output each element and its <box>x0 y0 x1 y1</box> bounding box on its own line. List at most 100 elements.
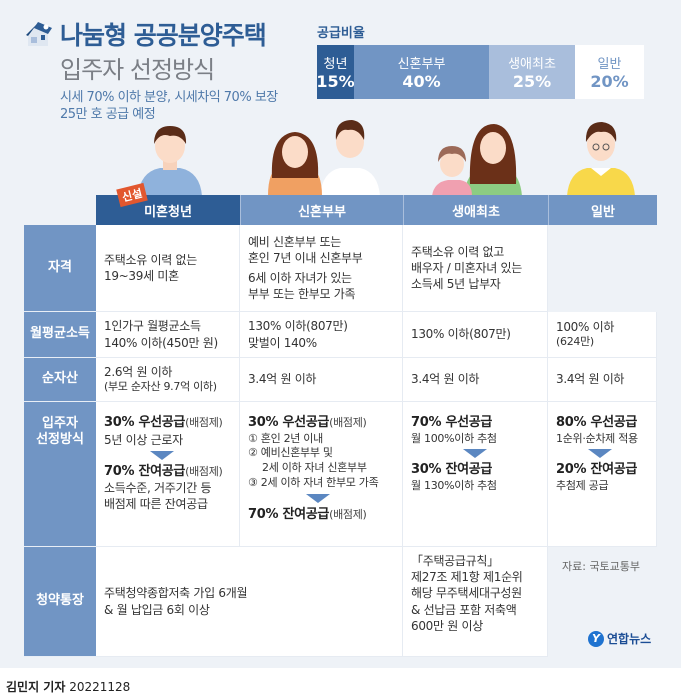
author: 김민지 기자 <box>6 680 66 694</box>
row-header-eligibility: 자격 <box>24 225 96 312</box>
ratio-segment-pct: 15% <box>316 72 355 91</box>
remaining-supply-label: 20% 잔여공급 <box>556 462 638 478</box>
row-header-assets: 순자산 <box>24 358 96 402</box>
cell-line: 혼인 7년 이내 신혼부부 <box>248 250 363 265</box>
priority-supply-label: 70% 우선공급 <box>411 415 493 430</box>
row-header-subscription: 청약통장 <box>24 547 96 657</box>
row-header-label: 자격 <box>48 259 72 275</box>
supply-ratio-bar: 청년 15% 신혼부부 40% 생애최초 25% 일반 20% <box>316 45 644 99</box>
ratio-segment-pct: 40% <box>402 72 441 91</box>
date: 20221128 <box>69 680 131 694</box>
cell-line: 6세 이하 자녀가 있는 <box>248 271 352 285</box>
subscription-youth-newlywed-cell: 주택청약종합저축 가입 6개월 & 월 납입금 6회 이상 <box>96 547 403 657</box>
cell-line: 제27조 제1항 제1순위 <box>411 570 523 585</box>
eligibility-single-youth-cell: 주택소유 이력 없는 19~39세 미혼 <box>96 225 240 312</box>
remaining-supply-label: 70% 잔여공급 <box>104 463 186 479</box>
assets-newlywed-cell: 3.4억 원 이하 <box>240 358 403 402</box>
house-icon <box>26 22 52 46</box>
ratio-segment-name: 신혼부부 <box>397 57 446 72</box>
cell-line: 19~39세 미혼 <box>104 269 179 283</box>
selection-general-cell: 80% 우선공급 1순위·순차제 적용 20% 잔여공급 추첨제 공급 <box>548 402 657 547</box>
selection-single-youth-cell: 30% 우선공급(배점제) 5년 이상 근로자 70% 잔여공급(배점제) 소득… <box>96 402 240 547</box>
assets-single-youth-cell: 2.6억 원 이하 (부모 순자산 9.7억 이하) <box>96 358 240 402</box>
yonhap-logo: Y 연합뉴스 <box>588 630 651 647</box>
ratio-segment-name: 일반 <box>597 57 622 72</box>
row-header-label: 월평균소득 <box>30 326 90 342</box>
general-applicant-illustration-icon <box>567 122 635 196</box>
cell-line: 3.4억 원 이하 <box>411 372 480 387</box>
ratio-segment-name: 청년 <box>323 57 348 72</box>
down-arrow-icon <box>306 493 330 503</box>
cell-line: 소득세 5년 납부자 <box>411 277 501 292</box>
ratio-segment-youth: 청년 15% <box>316 45 355 99</box>
cell-line: 130% 이하(807만) <box>248 319 348 334</box>
row-header-selection: 입주자 선정방식 <box>24 402 96 547</box>
cell-line: 130% 이하(807만) <box>411 327 511 342</box>
priority-supply-method: (배점제) <box>329 416 367 429</box>
cell-line: 140% 이하(450만 원) <box>104 335 218 350</box>
source-credit: 자료: 국토교통부 <box>562 560 641 573</box>
ratio-segment-first-time: 생애최초 25% <box>489 45 575 99</box>
remaining-supply-method: (배점제) <box>329 507 367 521</box>
cell-line: 600만 원 이상 <box>411 618 483 633</box>
cell-line: 100% 이하 <box>556 319 615 334</box>
priority-supply-label: 30% 우선공급 <box>248 415 330 430</box>
down-arrow-icon <box>588 449 612 459</box>
cell-line: (부모 순자산 9.7억 이하) <box>104 380 217 394</box>
cell-line: 「주택공급규칙」 <box>411 554 499 568</box>
row-header-label: 입주자 <box>42 416 78 431</box>
ratio-segment-general: 일반 20% <box>575 45 644 99</box>
remaining-supply-label: 70% 잔여공급 <box>248 506 330 522</box>
cell-line: 배우자 / 미혼자녀 있는 <box>411 260 522 275</box>
byline: 김민지 기자 20221128 <box>6 678 130 695</box>
column-header-single-youth: 미혼청년 <box>96 195 240 225</box>
column-header-newlywed: 신혼부부 <box>240 195 403 225</box>
down-arrow-icon <box>150 450 174 460</box>
cell-line: & 선납금 포함 저축액 <box>411 602 517 617</box>
row-header-label: 순자산 <box>42 371 78 387</box>
newlywed-couple-illustration-icon <box>268 120 380 196</box>
eligibility-first-time-cell: 주택소유 이력 없고 배우자 / 미혼자녀 있는 소득세 5년 납부자 <box>403 225 548 312</box>
cell-line: 1순위·순차제 적용 <box>556 431 638 445</box>
first-time-family-illustration-icon <box>432 124 522 196</box>
cell-line: ① 혼인 2년 이내 <box>248 431 323 445</box>
ratio-segment-pct: 20% <box>590 72 629 91</box>
yonhap-logo-icon: Y <box>588 630 604 647</box>
cell-line: 2세 이하 자녀 신혼부부 <box>262 461 367 475</box>
cell-line: 5년 이상 근로자 <box>104 432 183 447</box>
income-general-cell: 100% 이하 (624만) <box>548 312 657 358</box>
row-header-label: 선정방식 <box>36 432 84 448</box>
description-line-2: 25만 호 공급 예정 <box>60 107 156 122</box>
assets-general-cell: 3.4억 원 이하 <box>548 358 657 402</box>
cell-line: 예비 신혼부부 또는 <box>248 234 341 249</box>
page-subtitle: 입주자 선정방식 <box>60 56 215 84</box>
cell-line: (624만) <box>556 335 594 349</box>
priority-supply-method: (배점제) <box>185 416 223 429</box>
ratio-segment-newlywed: 신혼부부 40% <box>354 45 489 99</box>
priority-supply-label: 80% 우선공급 <box>556 415 638 430</box>
priority-supply-label: 30% 우선공급 <box>104 415 186 430</box>
eligibility-newlywed-cell: 예비 신혼부부 또는 혼인 7년 이내 신혼부부 6세 이하 자녀가 있는 부부… <box>240 225 403 312</box>
cell-line: 추첨제 공급 <box>556 478 609 492</box>
income-first-time-cell: 130% 이하(807만) <box>403 312 548 358</box>
page-title: 나눔형 공공분양주택 <box>60 21 267 50</box>
cell-line: 월 130%이하 추첨 <box>411 478 497 492</box>
cell-line: 주택소유 이력 없는 <box>104 252 197 267</box>
row-header-income: 월평균소득 <box>24 312 96 358</box>
selection-newlywed-cell: 30% 우선공급(배점제) ① 혼인 2년 이내 ② 예비신혼부부 및 2세 이… <box>240 402 403 547</box>
income-newlywed-cell: 130% 이하(807만) 맞벌이 140% <box>240 312 403 358</box>
description-line-1: 시세 70% 이하 분양, 시세차익 70% 보장 <box>60 90 278 105</box>
assets-first-time-cell: 3.4억 원 이하 <box>403 358 548 402</box>
remaining-supply-label: 30% 잔여공급 <box>411 462 493 478</box>
cell-line: & 월 납입금 6회 이상 <box>104 602 210 617</box>
cell-line: 맞벌이 140% <box>248 335 317 350</box>
ratio-segment-pct: 25% <box>512 72 552 91</box>
cell-line: 해당 무주택세대구성원 <box>411 586 522 601</box>
cell-line: 3.4억 원 이하 <box>556 372 625 387</box>
cell-line: 3.4억 원 이하 <box>248 372 317 387</box>
logo-text: 연합뉴스 <box>607 632 652 646</box>
supply-ratio-label: 공급비율 <box>317 26 365 41</box>
cell-line: 2.6억 원 이하 <box>104 364 173 379</box>
cell-line: 주택소유 이력 없고 <box>411 244 504 259</box>
down-arrow-icon <box>463 449 487 459</box>
